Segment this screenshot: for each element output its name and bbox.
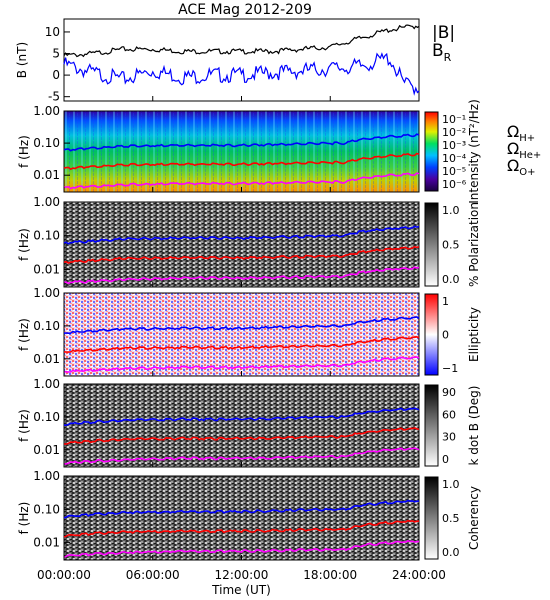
panel-magnetic-field bbox=[63, 18, 420, 102]
colorbar-tick-label: 10⁻² bbox=[442, 126, 466, 139]
colorbar-tick-label: 10⁻³ bbox=[442, 139, 466, 152]
colorbar-tick-label: 90 bbox=[442, 386, 456, 399]
colorbar-tick-label: 0 bbox=[442, 329, 449, 342]
colorbar-tick-label: 1.0 bbox=[442, 478, 460, 491]
y-tick-label: 0.10 bbox=[33, 502, 60, 516]
colorbar-tick-label: 0.5 bbox=[442, 512, 460, 525]
gyrofrequency-line-O-plus bbox=[63, 266, 420, 285]
y-tick-label: 0.01 bbox=[33, 352, 60, 366]
x-axis-label: Time (UT) bbox=[211, 583, 271, 597]
series-line-b-total bbox=[63, 24, 420, 58]
gyrofrequency-line-H-plus bbox=[63, 499, 420, 519]
chart-title: ACE Mag 2012-209 bbox=[178, 2, 312, 18]
colorbar-tick-label: 0.0 bbox=[442, 546, 460, 559]
y-axis-label: f (Hz) bbox=[17, 502, 31, 535]
series-line-b-r bbox=[63, 52, 420, 96]
y-tick-label: 5 bbox=[52, 47, 60, 61]
y-tick-label: 1.00 bbox=[33, 286, 60, 300]
y-tick-label: 0.01 bbox=[33, 168, 60, 182]
y-tick-label: 0.01 bbox=[33, 443, 60, 457]
gyrofrequency-line-He-plus bbox=[63, 335, 420, 353]
colorbar-tick-label: 60 bbox=[442, 408, 456, 421]
y-tick-label: 0.10 bbox=[33, 136, 60, 150]
gyrofrequency-line-He-plus bbox=[63, 427, 420, 445]
colorbar-tick-label: 1.0 bbox=[442, 204, 460, 217]
x-tick-label: 18:00:00 bbox=[303, 568, 357, 582]
gyrofrequency-line-He-plus bbox=[63, 245, 420, 265]
y-tick-label: 10 bbox=[45, 25, 60, 39]
gyrofrequency-line-H-plus bbox=[64, 316, 420, 335]
y-axis-label: f (Hz) bbox=[17, 135, 31, 168]
colorbar-tick-label: 0.5 bbox=[442, 239, 460, 252]
y-axis-label: B (nT) bbox=[15, 42, 29, 78]
colorbar-label: k dot B (Deg) bbox=[467, 386, 481, 466]
y-tick-label: 1.00 bbox=[33, 469, 60, 483]
gyrofrequency-line-He-plus bbox=[63, 519, 420, 538]
colorbar-label: Ellipticity bbox=[467, 307, 481, 362]
colorbar-tick-label: 0 bbox=[442, 453, 449, 466]
colorbar-polarization bbox=[424, 202, 439, 287]
gyrofrequency-line-O-plus bbox=[63, 539, 420, 558]
colorbar-ellipticity bbox=[424, 293, 439, 376]
gyrofrequency-line-O-plus bbox=[64, 356, 420, 373]
legend-b-r: BR bbox=[432, 41, 452, 64]
y-tick-label: 1.00 bbox=[33, 104, 60, 118]
x-tick-label: 24:00:00 bbox=[392, 568, 446, 582]
y-tick-label: 1.00 bbox=[33, 377, 60, 391]
y-tick-label: 1.00 bbox=[33, 195, 60, 209]
x-tick-label: 12:00:00 bbox=[215, 568, 269, 582]
colorbar-label: Coherency bbox=[467, 486, 481, 550]
colorbar-tick-label: 0.0 bbox=[442, 273, 460, 286]
y-tick-label: 0.10 bbox=[33, 410, 60, 424]
y-tick-label: 0.01 bbox=[33, 536, 60, 550]
colorbar-tick-label: 1 bbox=[442, 295, 449, 308]
spectrogram-ellipticity bbox=[64, 293, 419, 376]
x-tick-label: 06:00:00 bbox=[126, 568, 180, 582]
colorbar-coherency bbox=[424, 476, 439, 560]
y-tick-label: 0.10 bbox=[33, 229, 60, 243]
gyrofrequency-line-O-plus bbox=[63, 172, 420, 190]
legend-b-total: |B| bbox=[432, 23, 455, 43]
colorbar-tick-label: 10⁻⁵ bbox=[442, 165, 466, 178]
colorbar-tick-label: 10⁻⁶ bbox=[442, 178, 467, 191]
gyrofrequency-line-He-plus bbox=[63, 152, 420, 171]
spectrogram-k-dot-b bbox=[64, 384, 419, 467]
y-tick-label: 0 bbox=[52, 68, 60, 82]
y-tick-label: -5 bbox=[48, 90, 60, 104]
spectrogram-coherency bbox=[64, 476, 419, 560]
colorbar-intensity bbox=[424, 111, 439, 192]
x-tick-label: 00:00:00 bbox=[37, 568, 91, 582]
gyrofrequency-line-H-plus bbox=[63, 225, 420, 245]
y-axis-label: f (Hz) bbox=[17, 409, 31, 442]
gyrofrequency-line-H-plus bbox=[63, 407, 420, 427]
colorbar-tick-label: 10⁻⁴ bbox=[442, 152, 467, 165]
colorbar-tick-label: −1 bbox=[442, 362, 458, 375]
gyrofrequency-line-O-plus bbox=[63, 447, 420, 465]
spectrogram-texture bbox=[64, 111, 419, 192]
y-axis-label: f (Hz) bbox=[17, 228, 31, 261]
colorbar-tick-label: 30 bbox=[442, 431, 456, 444]
spectrogram-polarization bbox=[64, 202, 419, 287]
colorbar-tick-label: 10⁻¹ bbox=[442, 113, 466, 126]
y-axis-label: f (Hz) bbox=[17, 318, 31, 351]
colorbar-label: Intensity (nT²/Hz) bbox=[467, 99, 481, 204]
y-tick-label: 0.10 bbox=[33, 319, 60, 333]
y-tick-label: 0.01 bbox=[33, 262, 60, 276]
gyrofrequency-line-H-plus bbox=[63, 133, 420, 152]
colorbar-label: % Polarization bbox=[467, 202, 481, 287]
colorbar-k-dot-b bbox=[424, 384, 439, 467]
